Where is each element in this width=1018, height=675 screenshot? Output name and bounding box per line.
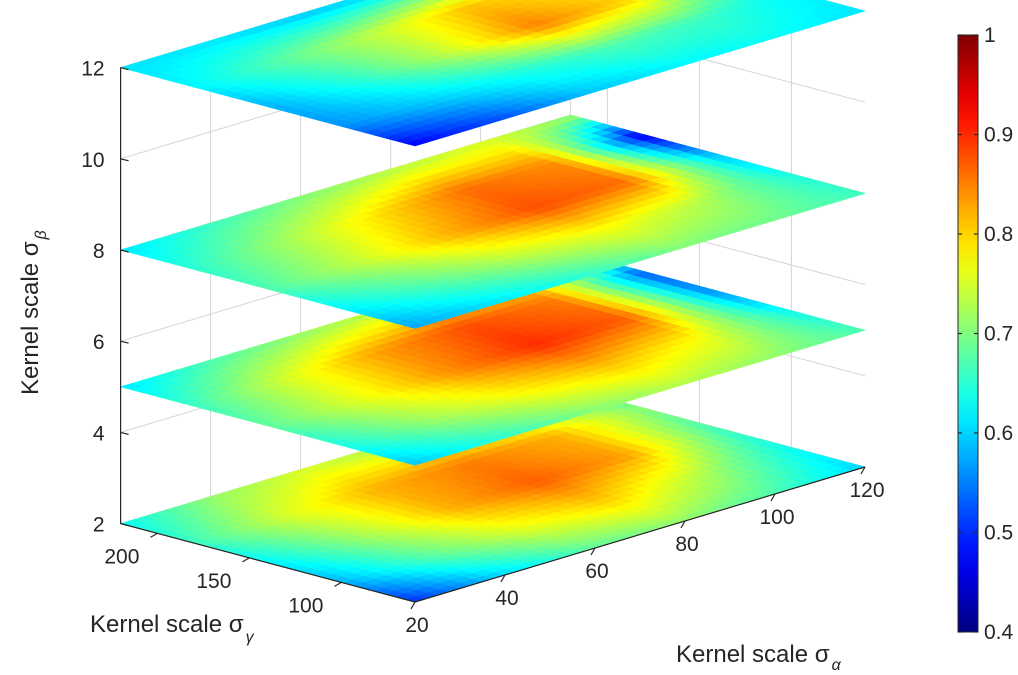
x-tick-label: 40 xyxy=(495,587,518,610)
y-tick-200 xyxy=(150,532,158,538)
z-axis-label-text: Kernel scale σ xyxy=(17,241,44,395)
y-tick-label: 100 xyxy=(288,594,323,617)
colorbar-tick-label: 0.4 xyxy=(984,621,1014,644)
x-tick-label: 80 xyxy=(675,533,698,556)
z-tick-label: 12 xyxy=(81,58,104,81)
x-tick-label: 100 xyxy=(759,506,794,529)
y-tick-label: 200 xyxy=(104,545,139,568)
z-tick-4 xyxy=(120,431,129,435)
z-tick-label: 4 xyxy=(93,422,105,445)
colorbar-tick-label: 0.6 xyxy=(984,422,1013,445)
z-tick-6 xyxy=(120,340,129,344)
colorbar-tick-label: 0.7 xyxy=(984,323,1013,346)
z-tick-10 xyxy=(120,158,129,162)
z-tick-label: 6 xyxy=(93,331,105,354)
y-tick-label: 150 xyxy=(196,570,231,593)
z-tick-label: 2 xyxy=(93,514,105,537)
slice-surfaces xyxy=(119,0,867,603)
z-axis-label-subscript: β xyxy=(33,230,50,240)
z-tick-label: 10 xyxy=(81,149,104,172)
slice-z-2 xyxy=(119,388,867,603)
y-axis-label-text: Kernel scale σ xyxy=(90,611,244,638)
colorbar-tick-label: 1 xyxy=(984,24,996,47)
colorbar: 0.4 0.5 0.6 0.7 0.8 0.9 1 xyxy=(957,24,1014,644)
x-axis-label-text: Kernel scale σ xyxy=(676,641,830,668)
colorbar-tick-label: 0.8 xyxy=(984,223,1013,246)
slice-z-8 xyxy=(119,114,867,329)
x-tick-label: 20 xyxy=(405,614,428,637)
x-axis-label-subscript: α xyxy=(832,657,842,674)
slice-z-12 xyxy=(119,0,867,147)
z-axis-label: Kernel scale σβ xyxy=(17,230,50,395)
colorbar-tick-label: 0.9 xyxy=(984,124,1013,147)
y-tick-150 xyxy=(242,557,250,563)
x-tick-label: 120 xyxy=(849,479,884,502)
colorbar-tick-label: 0.5 xyxy=(984,522,1013,545)
y-axis-label-subscript: γ xyxy=(246,629,255,646)
z-tick-label: 8 xyxy=(93,240,105,263)
x-tick-20 xyxy=(410,601,416,610)
x-tick-label: 60 xyxy=(585,560,608,583)
y-tick-100 xyxy=(334,581,342,587)
